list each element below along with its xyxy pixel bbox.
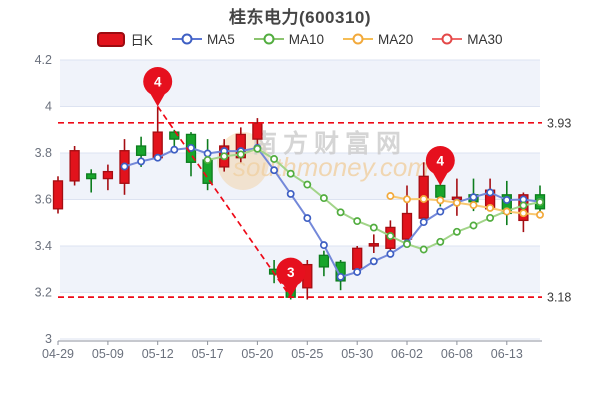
svg-text:05-30: 05-30 [341, 347, 373, 361]
guide-line-label: 3.18 [547, 291, 571, 305]
x-axis: 04-29 05-09 05-12 05-17 05-20 05-25 05-30 06-02… [42, 340, 542, 361]
candle[interactable] [152, 106, 163, 161]
legend-label: MA20 [378, 31, 414, 47]
chart-legend: 日K MA5 MA10 MA20 [0, 29, 600, 49]
svg-text:05-12: 05-12 [142, 347, 174, 361]
marker-pin: 4 [425, 146, 455, 186]
legend-item-ma5[interactable]: MA5 [171, 31, 235, 47]
legend-item-ma10[interactable]: MA10 [253, 31, 324, 47]
ma10-line-icon [253, 33, 284, 45]
legend-label: 日K [130, 33, 153, 48]
candle[interactable] [368, 234, 379, 253]
svg-text:3.6: 3.6 [35, 193, 52, 207]
svg-text:3.8: 3.8 [35, 146, 52, 160]
ma30-line-icon [432, 33, 463, 45]
svg-text:4.2: 4.2 [35, 53, 52, 67]
svg-text:3: 3 [287, 265, 295, 280]
svg-text:05-25: 05-25 [291, 347, 323, 361]
svg-text:3: 3 [45, 332, 52, 346]
y-axis-labels: 4.2 4 3.8 3.6 3.4 3.2 3 [35, 53, 52, 346]
guide-lines: 3.93 3.18 [58, 116, 571, 305]
legend-label: MA10 [288, 31, 324, 47]
ma5-line-icon [171, 33, 202, 45]
guide-line-label: 3.93 [547, 116, 571, 130]
watermark-cn-text: 南方财富网 [252, 129, 407, 158]
svg-text:4: 4 [45, 100, 52, 114]
marker-pin: 3 [276, 257, 306, 298]
svg-text:06-13: 06-13 [491, 347, 523, 361]
svg-text:3.4: 3.4 [35, 239, 52, 253]
legend-label: MA5 [206, 31, 235, 47]
candlestick-icon [97, 31, 126, 47]
candle[interactable] [302, 260, 313, 300]
svg-text:05-17: 05-17 [192, 347, 224, 361]
ma20-line [386, 192, 544, 219]
candle[interactable] [352, 246, 363, 272]
svg-text:06-02: 06-02 [391, 347, 423, 361]
candle[interactable] [318, 250, 330, 277]
svg-text:4: 4 [154, 75, 162, 90]
legend-label: MA30 [467, 31, 503, 47]
svg-text:04-29: 04-29 [42, 347, 74, 361]
marker-pin: 4 [143, 67, 173, 107]
candle[interactable] [401, 185, 413, 242]
candle[interactable] [52, 176, 64, 214]
candle[interactable] [86, 169, 97, 193]
candle[interactable] [69, 146, 80, 186]
legend-item-ma20[interactable]: MA20 [343, 32, 413, 47]
trend-line [157, 106, 292, 298]
legend-item-ma30[interactable]: MA30 [432, 31, 503, 47]
watermark-url-text: southmoney.com [233, 152, 429, 182]
svg-text:3.2: 3.2 [35, 286, 52, 300]
page-title: 桂东电力(600310) [228, 8, 372, 27]
candle[interactable] [102, 164, 114, 191]
candle[interactable] [169, 129, 180, 149]
svg-text:4: 4 [437, 154, 445, 169]
legend-item-daily-k[interactable]: 日K [97, 29, 153, 49]
ma20-line-icon [343, 33, 373, 45]
svg-text:06-08: 06-08 [441, 347, 473, 361]
svg-text:05-20: 05-20 [241, 347, 273, 361]
svg-text:05-09: 05-09 [92, 347, 124, 361]
